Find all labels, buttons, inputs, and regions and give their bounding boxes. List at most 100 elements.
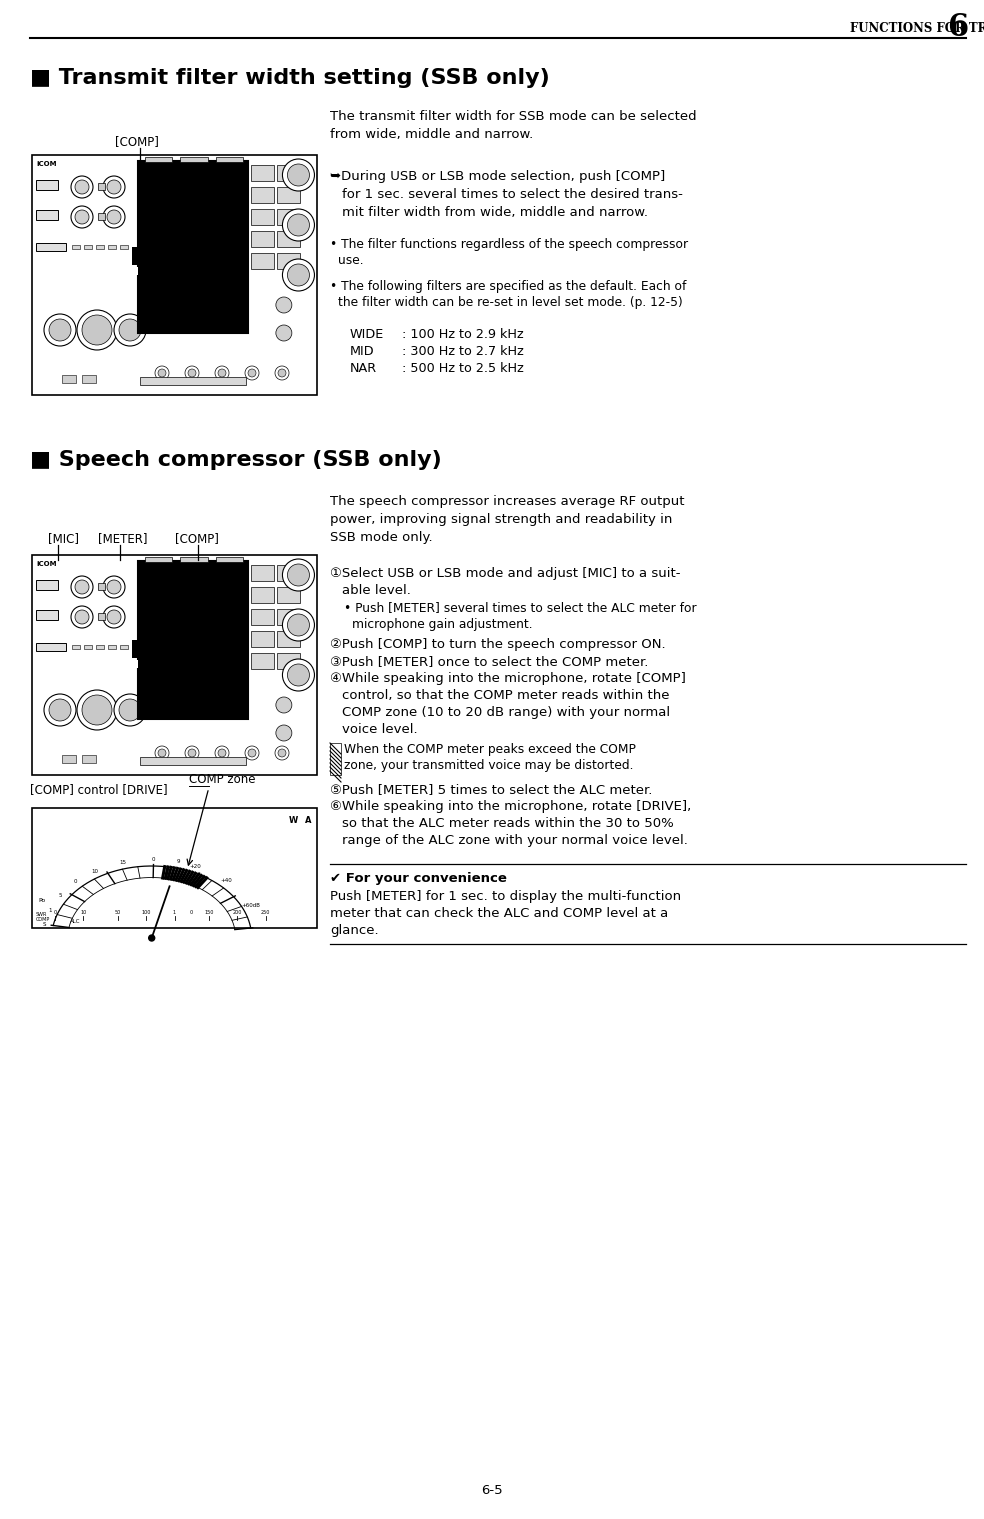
Text: The speech compressor increases average RF output: The speech compressor increases average … bbox=[330, 495, 685, 507]
Bar bbox=[215, 156, 243, 163]
Text: from wide, middle and narrow.: from wide, middle and narrow. bbox=[330, 128, 533, 141]
Circle shape bbox=[215, 746, 229, 760]
Bar bbox=[36, 210, 58, 220]
Text: microphone gain adjustment.: microphone gain adjustment. bbox=[352, 618, 532, 630]
Circle shape bbox=[185, 366, 199, 380]
Circle shape bbox=[287, 264, 309, 286]
Bar bbox=[36, 611, 58, 620]
Bar bbox=[132, 639, 139, 658]
Circle shape bbox=[188, 749, 196, 756]
Bar bbox=[108, 646, 116, 649]
Circle shape bbox=[75, 611, 89, 624]
Text: 50: 50 bbox=[114, 910, 121, 916]
Text: NAR: NAR bbox=[350, 362, 377, 375]
Text: • The following filters are specified as the default. Each of: • The following filters are specified as… bbox=[330, 279, 687, 293]
Text: Po: Po bbox=[38, 898, 45, 902]
Circle shape bbox=[119, 319, 141, 340]
Text: use.: use. bbox=[338, 254, 364, 267]
Circle shape bbox=[278, 749, 286, 756]
Text: 0: 0 bbox=[74, 880, 77, 884]
Bar bbox=[82, 375, 96, 383]
Bar bbox=[84, 646, 92, 649]
Circle shape bbox=[287, 214, 309, 235]
Text: ②Push [COMP] to turn the speech compressor ON.: ②Push [COMP] to turn the speech compress… bbox=[330, 638, 665, 652]
Bar bbox=[180, 557, 208, 562]
Bar bbox=[146, 557, 172, 562]
Circle shape bbox=[103, 606, 125, 627]
Bar bbox=[277, 231, 300, 248]
Bar bbox=[141, 564, 246, 717]
Bar bbox=[120, 646, 128, 649]
Circle shape bbox=[158, 749, 166, 756]
Bar bbox=[32, 554, 317, 775]
Bar bbox=[251, 565, 274, 580]
Text: zone, your transmitted voice may be distorted.: zone, your transmitted voice may be dist… bbox=[344, 760, 634, 772]
Bar bbox=[132, 659, 139, 668]
Text: 1: 1 bbox=[173, 910, 176, 916]
Text: 6-5: 6-5 bbox=[481, 1484, 503, 1498]
Bar bbox=[36, 179, 58, 190]
Text: • The filter functions regardless of the speech compressor: • The filter functions regardless of the… bbox=[330, 238, 688, 251]
Text: When the COMP meter peaks exceed the COMP: When the COMP meter peaks exceed the COM… bbox=[344, 743, 636, 756]
Text: glance.: glance. bbox=[330, 924, 379, 937]
Bar bbox=[141, 756, 246, 766]
Text: 6: 6 bbox=[947, 12, 968, 44]
Circle shape bbox=[75, 580, 89, 594]
Bar bbox=[72, 245, 80, 249]
Text: : 300 Hz to 2.7 kHz: : 300 Hz to 2.7 kHz bbox=[402, 345, 523, 358]
Circle shape bbox=[107, 580, 121, 594]
Circle shape bbox=[103, 176, 125, 197]
Bar bbox=[32, 155, 317, 395]
Circle shape bbox=[276, 298, 292, 313]
Circle shape bbox=[71, 576, 93, 598]
Circle shape bbox=[275, 366, 289, 380]
Bar bbox=[141, 163, 246, 331]
Text: ⑤Push [METER] 5 times to select the ALC meter.: ⑤Push [METER] 5 times to select the ALC … bbox=[330, 782, 652, 796]
Circle shape bbox=[114, 694, 146, 726]
Circle shape bbox=[75, 179, 89, 194]
Circle shape bbox=[77, 310, 117, 349]
Bar bbox=[36, 643, 66, 652]
Text: FUNCTIONS FOR TRANSMIT: FUNCTIONS FOR TRANSMIT bbox=[850, 21, 984, 35]
Bar bbox=[277, 586, 300, 603]
Bar bbox=[251, 231, 274, 248]
Text: [COMP] control [DRIVE]: [COMP] control [DRIVE] bbox=[30, 782, 167, 796]
Text: iCOM: iCOM bbox=[36, 561, 56, 567]
Bar bbox=[139, 561, 248, 718]
Text: for 1 sec. several times to select the desired trans-: for 1 sec. several times to select the d… bbox=[342, 188, 683, 201]
Bar bbox=[98, 583, 105, 589]
Circle shape bbox=[49, 319, 71, 340]
Text: MID: MID bbox=[350, 345, 375, 358]
Circle shape bbox=[282, 609, 315, 641]
Text: +20: +20 bbox=[190, 864, 202, 869]
Circle shape bbox=[275, 746, 289, 760]
Bar bbox=[251, 210, 274, 225]
Bar bbox=[98, 182, 105, 190]
Bar bbox=[72, 646, 80, 649]
Text: The transmit filter width for SSB mode can be selected: The transmit filter width for SSB mode c… bbox=[330, 109, 697, 123]
Circle shape bbox=[287, 614, 309, 636]
Circle shape bbox=[71, 207, 93, 228]
Text: Push [METER] for 1 sec. to display the multi-function: Push [METER] for 1 sec. to display the m… bbox=[330, 890, 681, 902]
Bar bbox=[277, 210, 300, 225]
Text: [COMP]: [COMP] bbox=[115, 135, 158, 147]
Text: SSB mode only.: SSB mode only. bbox=[330, 532, 433, 544]
Bar bbox=[62, 375, 76, 383]
Circle shape bbox=[77, 690, 117, 731]
Bar bbox=[251, 653, 274, 668]
Circle shape bbox=[71, 606, 93, 627]
Bar bbox=[277, 166, 300, 181]
Bar bbox=[141, 377, 246, 384]
Circle shape bbox=[185, 746, 199, 760]
Bar bbox=[139, 161, 248, 333]
Bar bbox=[36, 243, 66, 251]
Text: S: S bbox=[42, 922, 46, 927]
Text: • Push [METER] several times to select the ALC meter for: • Push [METER] several times to select t… bbox=[344, 602, 697, 614]
Bar bbox=[251, 609, 274, 624]
Bar bbox=[108, 245, 116, 249]
Text: W: W bbox=[289, 816, 298, 825]
Circle shape bbox=[282, 659, 315, 691]
Bar bbox=[251, 630, 274, 647]
Circle shape bbox=[218, 369, 226, 377]
Text: range of the ALC zone with your normal voice level.: range of the ALC zone with your normal v… bbox=[342, 834, 688, 848]
